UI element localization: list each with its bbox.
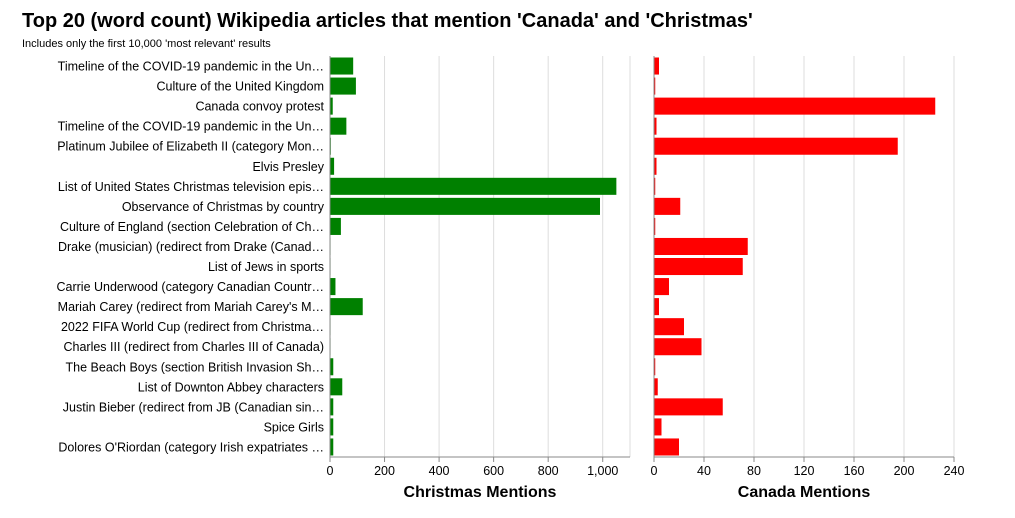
category-label: Charles III (redirect from Charles III o… xyxy=(63,340,324,354)
bar xyxy=(654,398,723,416)
x-tick-label: 160 xyxy=(844,464,865,478)
bar xyxy=(654,217,656,235)
bar xyxy=(654,278,669,296)
category-label: Culture of the United Kingdom xyxy=(157,80,324,94)
x-tick-label: 40 xyxy=(697,464,711,478)
x-tick-label: 200 xyxy=(374,464,395,478)
category-label: Mariah Carey (redirect from Mariah Carey… xyxy=(58,300,324,314)
bar xyxy=(654,258,743,276)
bar xyxy=(330,358,334,376)
x-tick-label: 120 xyxy=(794,464,815,478)
bar xyxy=(654,358,656,376)
bar xyxy=(654,298,659,316)
x-tick-label: 80 xyxy=(747,464,761,478)
category-label: Culture of England (section Celebration … xyxy=(60,220,324,234)
bar xyxy=(330,77,356,95)
bar xyxy=(654,438,679,456)
bar xyxy=(330,177,617,195)
category-label: Drake (musician) (redirect from Drake (C… xyxy=(58,240,324,254)
bar xyxy=(654,418,662,436)
bar xyxy=(330,217,341,235)
category-label: Justin Bieber (redirect from JB (Canadia… xyxy=(63,400,324,414)
bar xyxy=(330,398,334,416)
x-tick-label: 800 xyxy=(538,464,559,478)
category-label: The Beach Boys (section British Invasion… xyxy=(66,360,324,374)
category-label: 2022 FIFA World Cup (redirect from Chris… xyxy=(61,320,324,334)
bar xyxy=(654,177,656,195)
category-label: Platinum Jubilee of Elizabeth II (catego… xyxy=(57,140,324,154)
chart-title: Top 20 (word count) Wikipedia articles t… xyxy=(22,10,753,32)
bar xyxy=(330,157,335,175)
bar xyxy=(330,278,336,296)
bar xyxy=(654,237,748,255)
category-label: List of Jews in sports xyxy=(208,260,324,274)
bar xyxy=(330,298,363,316)
x-tick-label: 400 xyxy=(429,464,450,478)
x-tick-label: 0 xyxy=(327,464,334,478)
category-label: Elvis Presley xyxy=(252,160,324,174)
bar xyxy=(654,97,936,115)
chart-subtitle: Includes only the first 10,000 'most rel… xyxy=(22,38,271,50)
bar xyxy=(654,137,898,155)
x-tick-label: 200 xyxy=(894,464,915,478)
bar xyxy=(330,378,343,396)
category-label: Observance of Christmas by country xyxy=(122,200,325,214)
category-label: Timeline of the COVID-19 pandemic in the… xyxy=(58,120,324,134)
bar xyxy=(654,57,659,75)
bar xyxy=(654,378,658,396)
x-tick-label: 240 xyxy=(944,464,965,478)
category-label: Dolores O'Riordan (category Irish expatr… xyxy=(58,440,324,454)
bar xyxy=(654,197,681,215)
bar xyxy=(330,197,600,215)
category-label: List of Downton Abbey characters xyxy=(138,380,324,394)
bar xyxy=(330,97,333,115)
category-label: Spice Girls xyxy=(264,420,324,434)
category-label: Canada convoy protest xyxy=(195,100,324,114)
x-tick-label: 1,000 xyxy=(587,464,618,478)
x-tick-label: 0 xyxy=(651,464,658,478)
x-tick-label: 600 xyxy=(483,464,504,478)
bar xyxy=(654,338,702,356)
bar xyxy=(654,157,657,175)
bar xyxy=(330,117,347,135)
category-label: Timeline of the COVID-19 pandemic in the… xyxy=(58,60,324,74)
bar xyxy=(654,318,684,336)
bar xyxy=(330,57,354,75)
bar xyxy=(330,438,334,456)
x-axis-title: Christmas Mentions xyxy=(404,484,557,501)
category-label: List of United States Christmas televisi… xyxy=(58,180,324,194)
bar xyxy=(330,418,334,436)
category-label: Carrie Underwood (category Canadian Coun… xyxy=(57,280,325,294)
bar xyxy=(654,117,657,135)
x-axis-title: Canada Mentions xyxy=(738,484,871,501)
bar xyxy=(654,77,656,95)
